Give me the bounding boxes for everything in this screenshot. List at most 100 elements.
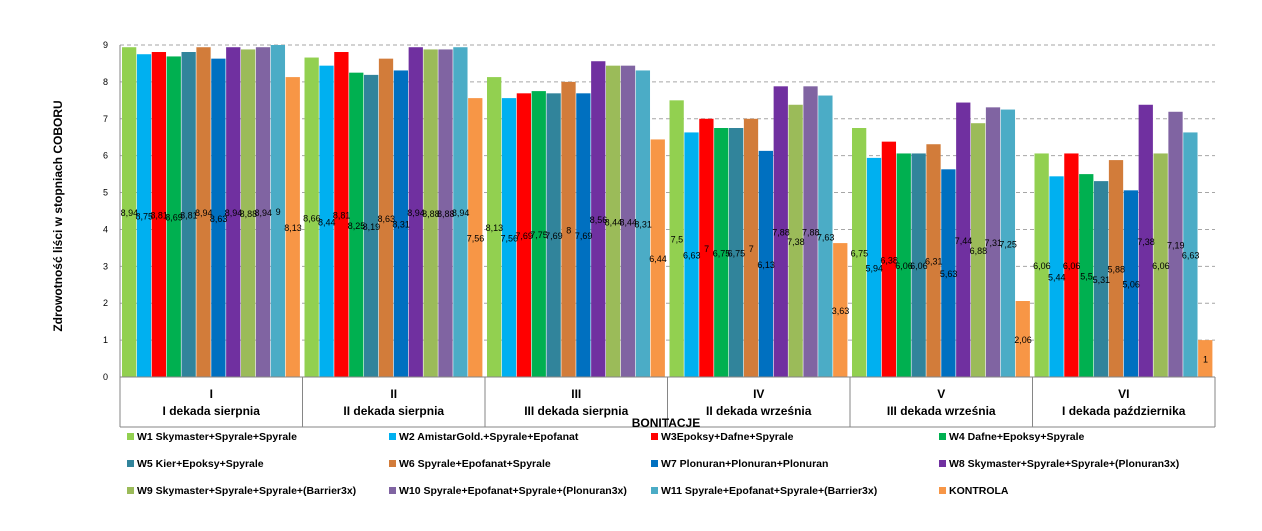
data-label: 8,13 (486, 223, 504, 233)
y-tick-label: 3 (103, 261, 108, 271)
bar (650, 139, 665, 377)
x-tick-label: I dekada października (1062, 404, 1186, 418)
data-label: 7,56 (501, 234, 519, 244)
bar (516, 93, 532, 377)
data-label: 6,75 (728, 249, 746, 259)
data-labels: 8,948,668,137,56,756,068,758,447,566,635… (121, 207, 1208, 365)
bar (211, 58, 226, 377)
bar (181, 52, 196, 378)
bar (1000, 109, 1016, 378)
x-tick-label-roman: II (390, 387, 397, 401)
data-label: 5,5 (1080, 272, 1093, 282)
bar (911, 153, 926, 377)
data-label: 8,63 (210, 214, 228, 224)
data-label: 6,06 (895, 261, 913, 271)
data-label: 6,06 (1152, 261, 1170, 271)
data-label: 8,63 (378, 214, 396, 224)
bar (151, 52, 167, 378)
bar (971, 123, 986, 378)
y-tick-label: 7 (103, 114, 108, 124)
bar (758, 150, 774, 377)
data-label: 6,06 (1033, 261, 1051, 271)
y-axis-title: Zdrowotność liści w stopniach COBORU (51, 100, 65, 331)
data-label: 7,38 (787, 237, 805, 247)
bar (591, 61, 606, 377)
bar (1049, 176, 1064, 377)
data-label: 5,88 (1108, 265, 1126, 275)
data-label: 8,44 (318, 217, 336, 227)
bar (1064, 153, 1079, 377)
legend-label: W4 Dafne+Epoksy+Spyrale (949, 431, 1085, 443)
data-label: 8,75 (136, 212, 154, 222)
legend-label: W8 Skymaster+Spyrale+Spyrale+(Plonuran3x… (949, 458, 1179, 470)
data-label: 7,5 (671, 235, 684, 245)
data-label: 7,56 (467, 234, 485, 244)
data-label: 8,81 (180, 211, 198, 221)
legend-swatch (651, 460, 658, 467)
legend-label: W3Epoksy+Dafne+Spyrale (661, 431, 794, 443)
bar (241, 49, 256, 377)
data-label: 8,88 (240, 209, 258, 219)
data-label: 7,44 (955, 236, 973, 246)
y-tick-label: 8 (103, 77, 108, 87)
legend-swatch (389, 433, 396, 440)
legend-label: W5 Kier+Epoksy+Spyrale (137, 458, 264, 470)
axes (119, 45, 1216, 428)
bar (226, 47, 241, 378)
legend: W1 Skymaster+Spyrale+Spyrale W2 AmistarGo… (127, 431, 1179, 497)
bar (1123, 190, 1139, 377)
data-label: 6,44 (649, 254, 667, 264)
bar (285, 77, 300, 378)
x-tick-label-roman: VI (1118, 387, 1129, 401)
data-label: 7,69 (515, 231, 533, 241)
data-label: 7,63 (817, 232, 835, 242)
legend-swatch (939, 487, 946, 494)
legend-swatch (127, 433, 134, 440)
bar (818, 95, 833, 377)
bar (714, 128, 729, 377)
data-label: 2,06 (1014, 335, 1032, 345)
bar (304, 57, 319, 377)
bar (803, 86, 818, 377)
bar (576, 93, 591, 377)
legend-label: W11 Spyrale+Epofanat+Spyrale+(Barrier3x) (661, 485, 877, 497)
y-tick-label: 4 (103, 224, 108, 234)
legend-swatch (389, 460, 396, 467)
data-label: 6,75 (851, 249, 869, 259)
data-label: 7,25 (999, 239, 1017, 249)
legend-swatch (127, 487, 134, 494)
bar (866, 157, 882, 377)
bar (319, 65, 334, 377)
bar (606, 65, 621, 377)
x-tick-label: III dekada września (887, 404, 996, 418)
data-label: 8,94 (195, 208, 213, 218)
bar (334, 52, 349, 378)
data-label: 8,81 (150, 211, 168, 221)
legend-swatch (939, 433, 946, 440)
data-label: 7,19 (1167, 240, 1185, 250)
data-label: 6,13 (757, 260, 775, 270)
legend-label: W2 AmistarGold.+Spyrale+Epofanat (399, 431, 579, 443)
legend-label: W1 Skymaster+Spyrale+Spyrale (137, 431, 297, 443)
bar (453, 47, 468, 378)
bar (896, 153, 911, 377)
data-label: 8,19 (363, 222, 381, 232)
data-label: 8,94 (255, 208, 273, 218)
data-label: 1 (1203, 355, 1208, 365)
data-label: 9 (276, 207, 281, 217)
x-tick-label: III dekada sierpnia (524, 404, 628, 418)
x-tick-label: I dekada sierpnia (163, 404, 261, 418)
bar (941, 169, 956, 377)
legend-swatch (651, 487, 658, 494)
bar (699, 118, 714, 378)
data-label: 8,88 (437, 209, 455, 219)
bar (1034, 153, 1049, 377)
data-label: 8 (566, 225, 571, 235)
legend-label: KONTROLA (949, 485, 1009, 497)
data-label: 8,94 (407, 208, 425, 218)
bar (270, 45, 286, 377)
x-tick-label: II dekada września (706, 404, 812, 418)
y-tick-label: 6 (103, 151, 108, 161)
bar (423, 49, 438, 377)
